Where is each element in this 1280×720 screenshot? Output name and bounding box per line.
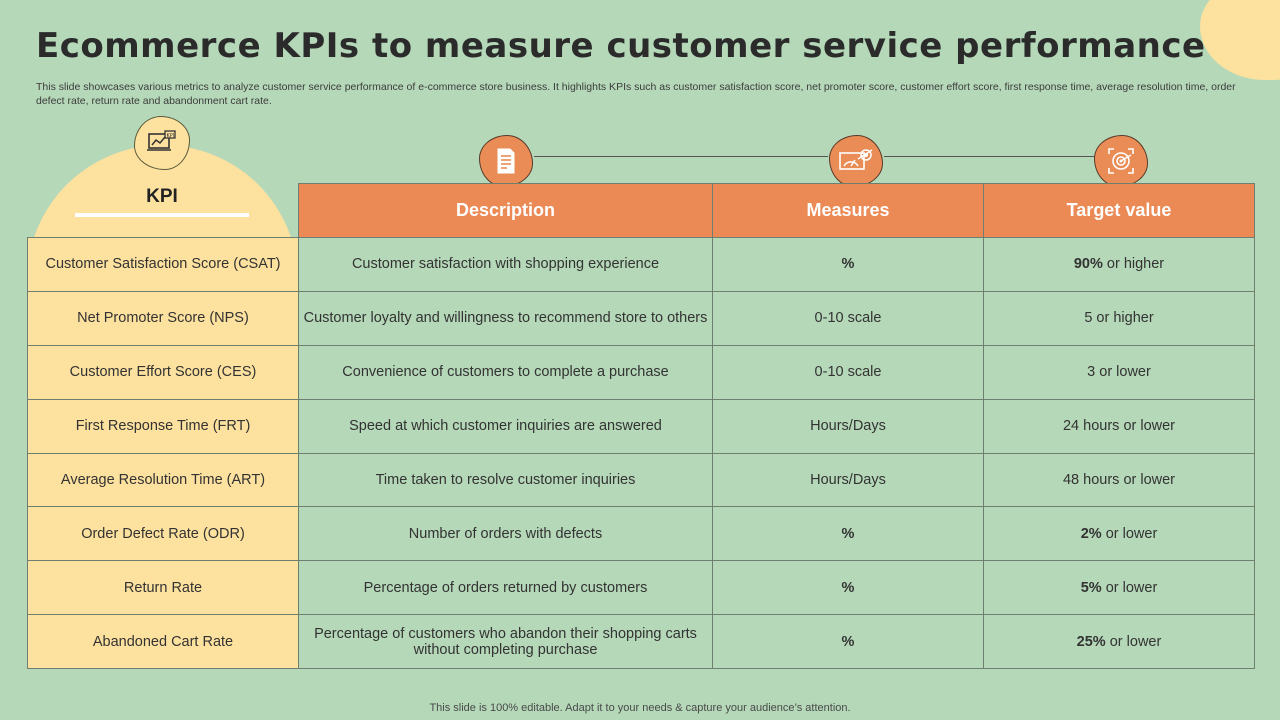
kpi-name-cell: Customer Effort Score (CES) [27, 344, 299, 400]
target-value-emphasis: 5% [1080, 579, 1102, 596]
measure-cell: % [712, 237, 984, 292]
target-value-cell: 5% or lower [983, 560, 1255, 616]
target-value-text: 24 hours or lower [1062, 418, 1176, 435]
kpi-column-label: KPI [146, 186, 178, 207]
page-title: Ecommerce KPIs to measure customer servi… [36, 26, 1206, 66]
table-header-row: Description Measures Target value [28, 183, 1255, 238]
document-icon [497, 148, 515, 174]
target-value-emphasis: 2% [1080, 525, 1102, 542]
target-value-cell: 24 hours or lower [983, 398, 1255, 454]
description-cell: Number of orders with defects [298, 506, 713, 562]
target-value-text: or lower [1105, 633, 1162, 650]
measure-cell: 0-10 scale [712, 344, 984, 400]
target-value-emphasis: 90% [1073, 256, 1103, 273]
target-value-emphasis: 25% [1076, 633, 1106, 650]
measure-cell: % [712, 506, 984, 562]
footer-note: This slide is 100% editable. Adapt it to… [429, 702, 851, 714]
measure-cell: Hours/Days [712, 398, 984, 454]
target-value-text: or higher [1102, 256, 1165, 273]
kpi-icon-badge: KPI [134, 116, 190, 170]
description-cell: Percentage of customers who abandon thei… [298, 614, 713, 670]
kpi-name-cell: Customer Satisfaction Score (CSAT) [27, 237, 299, 292]
target-arrow-icon [1108, 148, 1134, 174]
kpi-name-cell: Abandoned Cart Rate [27, 614, 299, 670]
measure-cell: % [712, 614, 984, 670]
kpi-name-cell: Net Promoter Score (NPS) [27, 290, 299, 346]
kpi-name-cell: First Response Time (FRT) [27, 398, 299, 454]
measure-cell: 0-10 scale [712, 290, 984, 346]
target-value-text: or lower [1101, 525, 1158, 542]
kpi-name-cell: Order Defect Rate (ODR) [27, 506, 299, 562]
table-row: Average Resolution Time (ART) Time taken … [27, 452, 1255, 508]
measure-cell: Hours/Days [712, 452, 984, 508]
table-row: Customer Satisfaction Score (CSAT) Custom… [27, 237, 1255, 292]
kpi-dashboard-icon: KPI [147, 130, 176, 151]
target-value-cell: 48 hours or lower [983, 452, 1255, 508]
table-row: Order Defect Rate (ODR) Number of orders … [27, 506, 1255, 562]
target-value-cell: 25% or lower [983, 614, 1255, 670]
kpi-underline [75, 213, 249, 217]
target-value-text: or lower [1101, 579, 1158, 596]
column-header-target-value: Target value [983, 183, 1255, 238]
corner-decoration [1200, 0, 1280, 80]
description-cell: Customer loyalty and willingness to reco… [298, 290, 713, 346]
table-row: First Response Time (FRT) Speed at which … [27, 398, 1255, 454]
measures-icon-badge [829, 135, 883, 187]
connector-line-2 [884, 156, 1094, 157]
table-row: Return Rate Percentage of orders returned… [27, 560, 1255, 616]
column-header-measures: Measures [712, 183, 984, 238]
description-cell: Percentage of orders returned by custome… [298, 560, 713, 616]
target-value-text: 5 or higher [1084, 310, 1154, 327]
description-cell: Time taken to resolve customer inquiries [298, 452, 713, 508]
connector-line-1 [534, 156, 828, 157]
description-cell: Speed at which customer inquiries are an… [298, 398, 713, 454]
target-value-text: 3 or lower [1087, 364, 1151, 381]
kpi-name-cell: Return Rate [27, 560, 299, 616]
target-icon-badge [1094, 135, 1148, 187]
table-row: Abandoned Cart Rate Percentage of custome… [27, 614, 1255, 670]
target-value-text: 48 hours or lower [1062, 472, 1176, 488]
description-icon-badge [479, 135, 533, 187]
table-row: Net Promoter Score (NPS) Customer loyalty… [27, 290, 1255, 346]
target-value-cell: 3 or lower [983, 344, 1255, 400]
column-header-description: Description [298, 183, 713, 238]
kpi-header-spacer [28, 184, 299, 238]
target-value-cell: 5 or higher [983, 290, 1255, 346]
page-subtitle: This slide showcases various metrics to … [36, 81, 1236, 107]
kpi-table: Description Measures Target value Custom… [27, 183, 1255, 670]
description-cell: Convenience of customers to complete a p… [298, 344, 713, 400]
target-value-cell: 2% or lower [983, 506, 1255, 562]
target-value-cell: 90% or higher [983, 237, 1255, 292]
svg-text:KPI: KPI [167, 133, 175, 139]
table-row: Customer Effort Score (CES) Convenience o… [27, 344, 1255, 400]
kpi-name-cell: Average Resolution Time (ART) [27, 452, 299, 508]
target-chart-icon [839, 149, 873, 170]
description-cell: Customer satisfaction with shopping expe… [298, 237, 713, 292]
measure-cell: % [712, 560, 984, 616]
